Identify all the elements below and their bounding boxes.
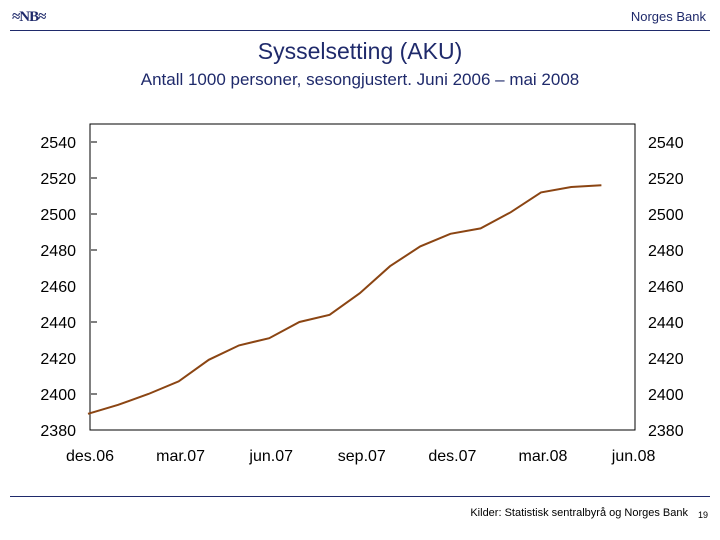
x-tick-label: jun.07 bbox=[248, 448, 293, 465]
y-tick-label-right: 2380 bbox=[648, 423, 684, 440]
y-tick-label-left: 2420 bbox=[40, 351, 76, 368]
x-tick-label: jun.08 bbox=[611, 448, 656, 465]
y-tick-label-right: 2480 bbox=[648, 243, 684, 260]
logo-mark-icon: ≈ bbox=[12, 9, 20, 25]
y-tick-label-left: 2460 bbox=[40, 279, 76, 296]
y-tick-label-left: 2500 bbox=[40, 207, 76, 224]
y-tick-label-right: 2540 bbox=[648, 135, 684, 152]
x-axis: des.06 mar.07 jun.07 sep.07 des.07 mar.08 jun.… bbox=[66, 448, 656, 465]
plot-area bbox=[89, 123, 636, 431]
bank-name: Norges Bank bbox=[630, 9, 706, 24]
y-tick-label-right: 2500 bbox=[648, 207, 684, 224]
series-line-employment bbox=[87, 184, 602, 415]
y-tick-label-right: 2460 bbox=[648, 279, 684, 296]
y-tick-label-right: 2440 bbox=[648, 315, 684, 332]
y-tick-label-right: 2520 bbox=[648, 171, 684, 188]
y-tick-label-left: 2400 bbox=[40, 387, 76, 404]
x-tick-label: sep.07 bbox=[338, 448, 386, 465]
y-tick-label-right: 2400 bbox=[648, 387, 684, 404]
chart-title: Sysselsetting (AKU) bbox=[257, 38, 463, 64]
y-axis-right: 2380 2400 2420 2440 2460 2480 2500 2520 2540 bbox=[648, 135, 684, 440]
y-tick-label-left: 2520 bbox=[40, 171, 76, 188]
y-tick-label-left: 2440 bbox=[40, 315, 76, 332]
x-tick-label: mar.07 bbox=[156, 448, 205, 465]
x-tick-label: des.07 bbox=[428, 448, 476, 465]
source-note: Kilder: Statistisk sentralbyrå og Norges… bbox=[470, 507, 688, 519]
header-divider bbox=[10, 30, 710, 31]
chart-subtitle: Antall 1000 personer, sesongjustert. Jun… bbox=[140, 70, 580, 89]
x-tick-label: mar.08 bbox=[519, 448, 568, 465]
y-tick-label-left: 2380 bbox=[40, 423, 76, 440]
logo-mark-icon: ≈ bbox=[38, 9, 46, 25]
y-tick-label-left: 2540 bbox=[40, 135, 76, 152]
norges-bank-logo: ≈NB≈ bbox=[12, 9, 46, 26]
y-axis-left: 2380 2400 2420 2440 2460 2480 2500 2520 2540 bbox=[40, 135, 97, 440]
logo-text: NB bbox=[19, 9, 39, 25]
page-number: 19 bbox=[697, 510, 708, 520]
x-tick-label: des.06 bbox=[66, 448, 114, 465]
footer-divider bbox=[10, 496, 710, 497]
y-tick-label-left: 2480 bbox=[40, 243, 76, 260]
y-tick-label-right: 2420 bbox=[648, 351, 684, 368]
